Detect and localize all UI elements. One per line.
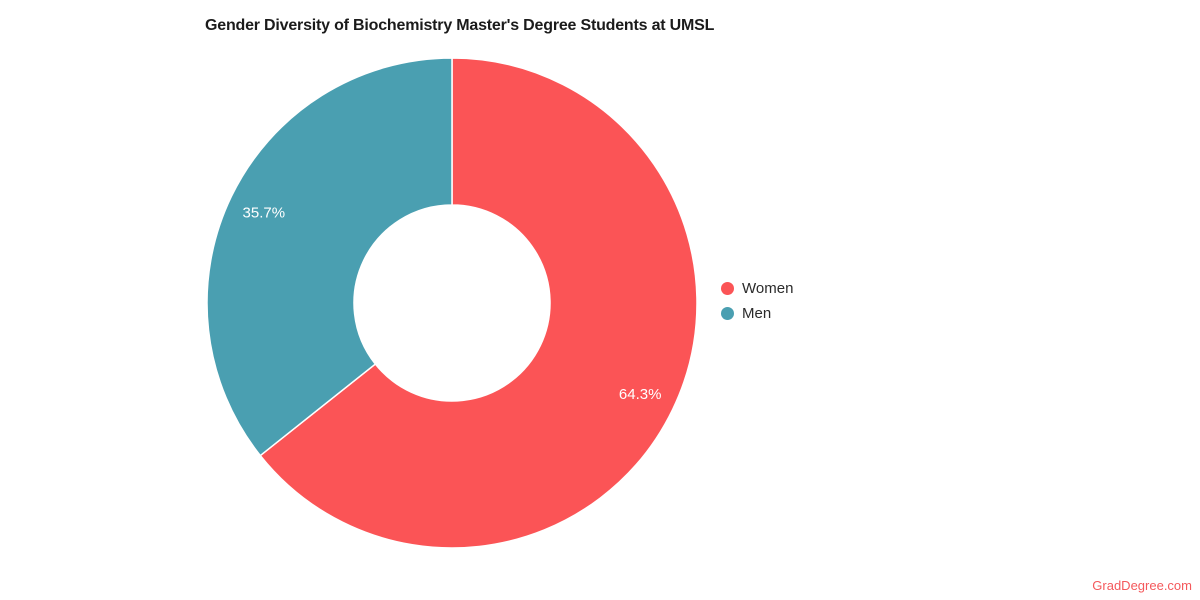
pie-slice-women[interactable]: [259, 57, 698, 549]
chart-title: Gender Diversity of Biochemistry Master'…: [205, 17, 715, 34]
legend-label-men: Men: [742, 305, 772, 322]
legend-label-women: Women: [742, 280, 794, 297]
legend-swatch-women-icon: [721, 282, 734, 295]
legend-swatch-men-icon: [721, 307, 734, 320]
legend: Women Men: [721, 280, 793, 322]
legend-item-men[interactable]: Men: [721, 305, 793, 322]
watermark: GradDegree.com: [1092, 578, 1192, 593]
pie-slice-men[interactable]: [206, 57, 453, 457]
slice-value-label-men: 35.7%: [243, 204, 286, 221]
slice-value-label-women: 64.3%: [619, 386, 662, 403]
legend-item-women[interactable]: Women: [721, 280, 793, 297]
